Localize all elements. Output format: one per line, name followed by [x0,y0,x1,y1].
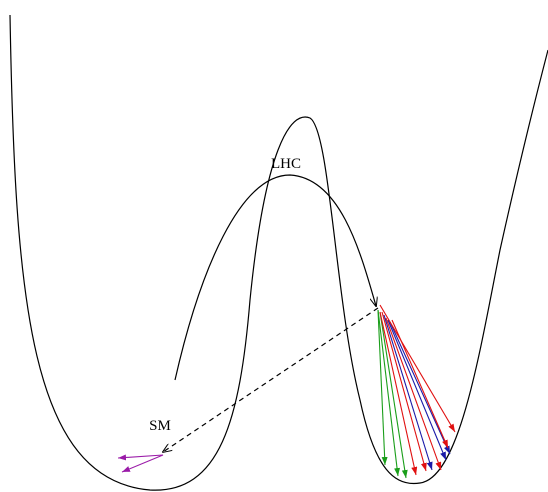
dashed-arrow [163,307,379,452]
lhc-arc [174,174,376,381]
potential-curve [9,14,548,491]
sm-arrows [117,454,164,473]
lhc-label: LHC [271,156,301,172]
sm-label: SM [149,418,171,434]
arrow-bundle [377,304,456,479]
